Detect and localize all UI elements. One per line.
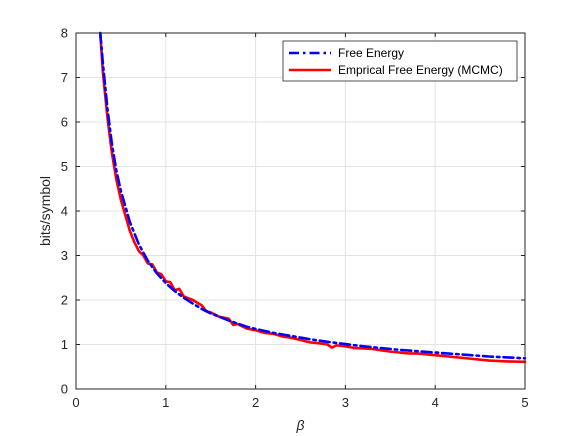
- y-tick-label: 5: [61, 159, 68, 174]
- legend-box: [282, 40, 518, 82]
- y-tick-label: 7: [61, 70, 68, 85]
- y-tick-label: 8: [61, 26, 68, 41]
- y-tick-label: 4: [61, 204, 68, 219]
- x-axis-title: β: [296, 417, 305, 433]
- y-axis-title: bits/symbol: [37, 176, 53, 246]
- legend-label-free-energy: Free Energy: [338, 46, 404, 60]
- y-tick-label: 0: [61, 382, 68, 397]
- legend-label-empirical-free-energy: Emprical Free Energy (MCMC): [338, 63, 503, 77]
- x-tick-label: 2: [252, 395, 259, 410]
- y-tick-label: 1: [61, 337, 68, 352]
- x-tick-label: 3: [342, 395, 349, 410]
- legend: Free Energy Emprical Free Energy (MCMC): [282, 40, 518, 82]
- x-tick-label: 0: [72, 395, 79, 410]
- y-tick-label: 3: [61, 248, 68, 263]
- x-tick-label: 1: [162, 395, 169, 410]
- y-tick-label: 6: [61, 115, 68, 130]
- series-layer: [98, 31, 527, 364]
- x-tick-label: 4: [432, 395, 439, 410]
- ticks: 0 1 2 3 4 5 0 1 2 3 4 5 6 7 8: [61, 26, 529, 411]
- x-tick-label: 5: [521, 395, 528, 410]
- series-line-free-energy: [98, 31, 527, 360]
- y-tick-label: 2: [61, 293, 68, 308]
